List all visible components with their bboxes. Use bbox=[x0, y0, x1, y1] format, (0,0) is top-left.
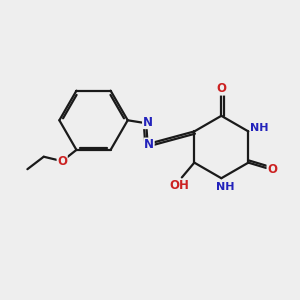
Text: N: N bbox=[142, 116, 153, 129]
Text: O: O bbox=[216, 82, 226, 95]
Text: OH: OH bbox=[169, 179, 189, 192]
Text: NH: NH bbox=[216, 182, 234, 192]
Text: NH: NH bbox=[250, 124, 269, 134]
Text: O: O bbox=[57, 155, 67, 168]
Text: O: O bbox=[267, 163, 277, 176]
Text: N: N bbox=[144, 138, 154, 151]
